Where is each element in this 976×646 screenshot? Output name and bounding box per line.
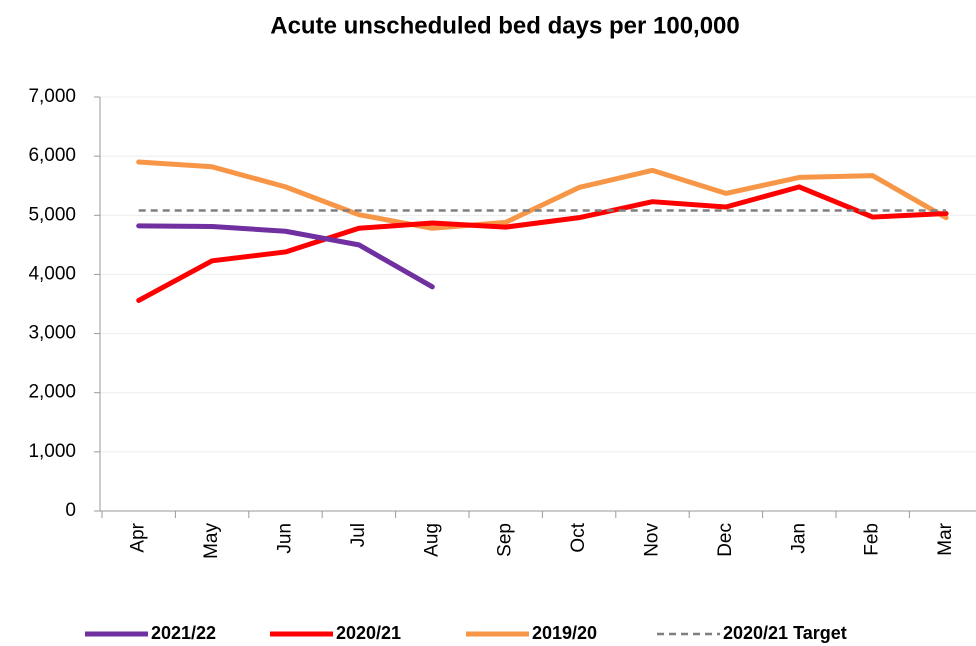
y-tick-label: 3,000 — [28, 323, 76, 344]
y-tick-label: 6,000 — [28, 145, 76, 166]
x-tick-label: Aug — [421, 523, 442, 557]
y-tick-label: 4,000 — [28, 263, 76, 284]
y-tick-label: 1,000 — [28, 441, 76, 462]
y-tick-label: 2,000 — [28, 382, 76, 403]
x-tick-label: Jun — [275, 523, 296, 554]
series-line — [136, 223, 435, 290]
x-tick-label: Sep — [495, 523, 516, 557]
chart-title: Acute unscheduled bed days per 100,000 — [270, 12, 740, 39]
legend-label: 2020/21 — [336, 623, 401, 643]
x-tick-label: Dec — [715, 523, 736, 557]
y-tick-label: 5,000 — [28, 204, 76, 225]
x-tick-label: Jul — [348, 523, 369, 547]
x-tick-label: Nov — [642, 523, 663, 557]
legend-label: 2020/21 Target — [723, 623, 847, 643]
x-tick-label: May — [201, 523, 222, 559]
legend-label: 2019/20 — [532, 623, 597, 643]
series-line — [136, 184, 949, 303]
x-tick-label: Oct — [568, 522, 589, 552]
y-tick-label: 0 — [65, 500, 76, 521]
x-tick-label: Jan — [788, 523, 809, 554]
x-tick-label: Apr — [128, 522, 149, 552]
x-tick-label: Mar — [935, 522, 956, 555]
x-tick-label: Feb — [862, 523, 883, 556]
series-line — [136, 159, 949, 231]
legend-label: 2021/22 — [151, 623, 216, 643]
y-tick-label: 7,000 — [28, 86, 76, 107]
